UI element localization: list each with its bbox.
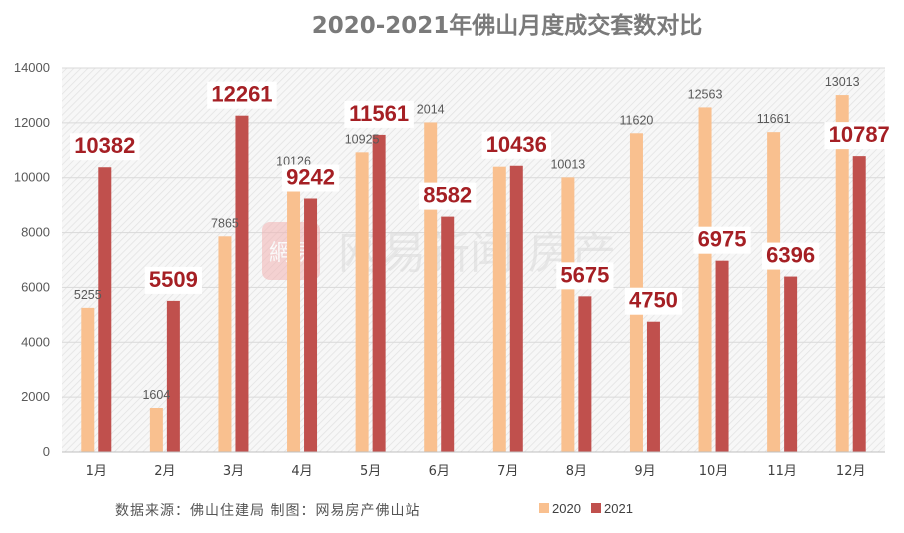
bar-2020: [287, 174, 301, 452]
bar-2021: [372, 134, 386, 452]
bar-2021: [98, 167, 112, 452]
bar-2020: [492, 166, 506, 453]
data-label-2021: 10436: [486, 132, 547, 157]
y-tick-label: 14000: [14, 60, 50, 75]
data-labels: 5255103821604550978651226110126924210925…: [70, 75, 894, 402]
y-tick-label: 8000: [21, 225, 50, 240]
bar-2021: [441, 216, 455, 452]
chart-title: 2020-2021年佛山月度成交套数对比: [312, 12, 703, 39]
x-tick-label: 8月: [566, 464, 587, 479]
data-label-2020: 2014: [417, 102, 445, 116]
data-label-2020: 5255: [74, 288, 102, 302]
data-label-2021: 8582: [423, 183, 472, 208]
x-axis-categories: 1月 2月 3月 4月 5月 6月 7月 8月 9月 10月 11月 12月: [86, 464, 866, 479]
data-label-2021: 5675: [560, 262, 609, 287]
x-tick-label: 5月: [360, 464, 381, 479]
y-tick-label: 6000: [21, 279, 50, 294]
bar-2020: [767, 132, 781, 452]
bar-2021: [715, 260, 729, 452]
data-label-2020: 12563: [688, 87, 723, 101]
x-tick-label: 4月: [291, 464, 312, 479]
data-label-2021-box: [281, 164, 340, 192]
legend-swatch-2021: [591, 503, 601, 513]
bar-2021: [509, 165, 523, 452]
data-label-2021: 12261: [211, 82, 272, 107]
data-label-2020: 10925: [345, 132, 380, 146]
x-tick-label: 10月: [699, 464, 729, 479]
data-label-2021: 6975: [698, 227, 747, 252]
y-tick-label: 2000: [21, 389, 50, 404]
legend-swatch-2020: [539, 503, 549, 513]
y-axis-ticks: 0 2000 4000 6000 8000 10000 12000 14000: [14, 60, 50, 459]
data-label-2021: 4750: [629, 288, 678, 313]
data-label-2021: 9242: [286, 165, 335, 190]
data-label-2020: 1604: [142, 388, 170, 402]
data-label-2020: 11620: [620, 113, 654, 127]
data-label-2021: 6396: [766, 243, 815, 268]
y-tick-label: 0: [43, 444, 50, 459]
x-tick-label: 3月: [223, 464, 244, 479]
x-tick-label: 7月: [497, 464, 518, 479]
data-label-2020: 10013: [550, 157, 585, 171]
data-label-2021-box: [824, 122, 894, 150]
bar-2020: [835, 95, 849, 453]
legend: 2020 2021: [539, 501, 633, 516]
data-label-2021: 10382: [74, 133, 135, 158]
data-label-2021-box: [207, 81, 277, 109]
bar-2021: [166, 300, 180, 452]
bar-2021: [304, 198, 318, 452]
bar-2021: [646, 321, 660, 452]
bars: [81, 95, 866, 453]
data-label-2021-box: [624, 287, 683, 315]
source-note: 数据来源：佛山住建局 制图：网易房产佛山站: [115, 503, 420, 519]
bar-2020: [218, 236, 232, 452]
data-label-2021: 5509: [149, 267, 198, 292]
data-label-2021-box: [70, 133, 140, 161]
x-tick-label: 2月: [154, 464, 175, 479]
x-tick-label: 1月: [86, 464, 107, 479]
legend-label-2021: 2021: [604, 501, 633, 516]
data-label-2021-box: [481, 131, 552, 159]
data-label-2021-box: [693, 226, 751, 254]
data-label-2021-box: [556, 262, 614, 290]
bar-2020: [424, 122, 438, 452]
bar-2021: [578, 296, 592, 452]
data-label-2020: 11661: [757, 112, 791, 126]
data-label-2020: 13013: [825, 75, 860, 89]
y-tick-label: 4000: [21, 334, 50, 349]
x-tick-label: 12月: [836, 464, 866, 479]
x-tick-label: 11月: [767, 464, 797, 479]
y-tick-label: 10000: [14, 170, 50, 185]
x-tick-label: 9月: [634, 464, 655, 479]
bar-2020: [561, 177, 575, 452]
y-tick-label: 12000: [14, 115, 50, 130]
data-label-2021-box: [144, 266, 202, 294]
x-tick-label: 6月: [429, 464, 450, 479]
data-label-2021: 11561: [349, 101, 409, 126]
data-label-2020: 7865: [211, 216, 239, 230]
data-label-2021-box: [419, 182, 477, 210]
plot-area: [62, 68, 885, 452]
data-label-2021: 10787: [829, 122, 890, 147]
bar-2021: [235, 115, 249, 452]
data-label-2021-box: [762, 242, 820, 270]
bar-2020: [81, 307, 95, 452]
bar-2020: [149, 408, 163, 452]
bar-2020: [698, 107, 712, 452]
legend-label-2020: 2020: [552, 501, 581, 516]
data-label-2021-box: [344, 100, 414, 128]
bar-2021: [784, 276, 798, 452]
bar-2020: [355, 152, 369, 453]
bar-2021: [852, 156, 866, 453]
